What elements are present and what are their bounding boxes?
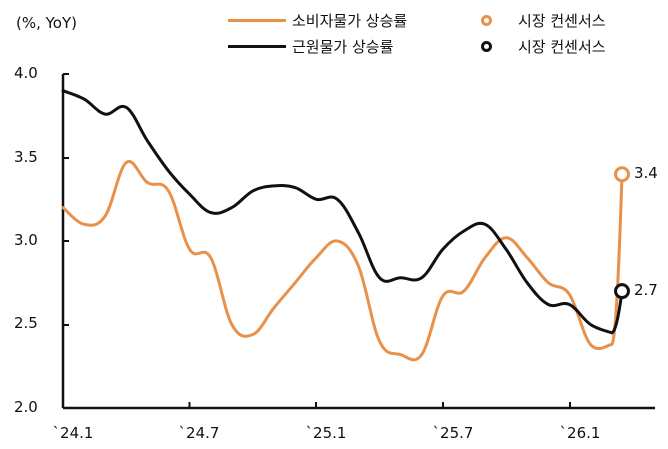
cpi-consensus-value-label: 3.4 xyxy=(634,164,658,183)
y-tick-2-5: 2.5 xyxy=(14,314,38,332)
legend-label-core-consensus: 시장 컨센서스 xyxy=(518,38,606,56)
core-line-swatch xyxy=(228,45,286,48)
cpi-consensus-connector xyxy=(610,174,624,346)
x-tick-24-7: `24.7 xyxy=(178,424,220,442)
x-tick-24-1: `24.1 xyxy=(52,424,94,442)
y-axis-unit-label: (%, YoY) xyxy=(16,14,78,32)
axes xyxy=(61,73,655,410)
legend-item-core: 근원물가 상승률 xyxy=(228,36,393,57)
cpi-line-swatch xyxy=(228,19,286,22)
legend-label-cpi-consensus: 시장 컨센서스 xyxy=(518,12,606,30)
cpi-consensus-marker xyxy=(614,166,630,183)
y-tick-4-0: 4.0 xyxy=(14,64,38,82)
cpi-consensus-marker-icon xyxy=(481,15,492,26)
legend-label-cpi: 소비자물가 상승률 xyxy=(292,12,408,30)
core-consensus-value-label: 2.7 xyxy=(634,281,658,300)
y-tick-2-0: 2.0 xyxy=(14,398,38,416)
legend-item-cpi: 소비자물가 상승률 xyxy=(228,10,407,31)
x-tick-25-1: `25.1 xyxy=(305,424,347,442)
x-tick-25-7: `25.7 xyxy=(432,424,474,442)
legend: 소비자물가 상승률 근원물가 상승률 시장 컨센서스 시장 컨센서스 xyxy=(228,10,648,60)
y-tick-3-5: 3.5 xyxy=(14,148,38,166)
core-line xyxy=(61,89,614,335)
cpi-line xyxy=(61,159,614,362)
legend-item-core-consensus: 시장 컨센서스 xyxy=(481,36,606,57)
core-consensus-marker xyxy=(614,283,630,300)
core-consensus-marker-icon xyxy=(481,41,492,52)
x-tick-26-1: `26.1 xyxy=(559,424,601,442)
legend-item-cpi-consensus: 시장 컨센서스 xyxy=(481,10,606,31)
legend-label-core: 근원물가 상승률 xyxy=(292,38,394,56)
y-tick-3-0: 3.0 xyxy=(14,231,38,249)
